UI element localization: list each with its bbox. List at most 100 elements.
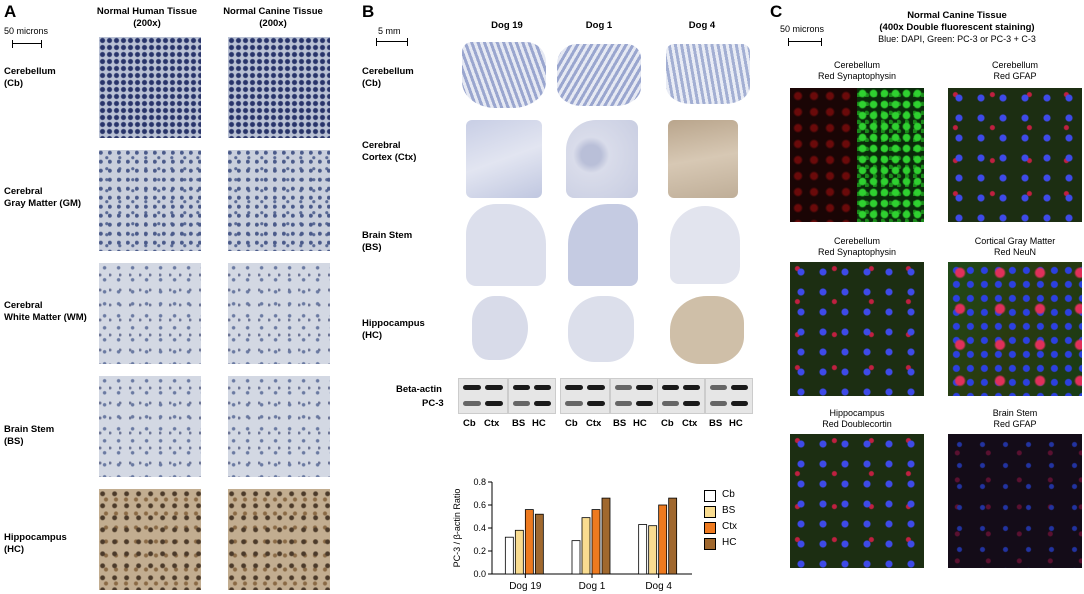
gross-dog1-cortex bbox=[566, 120, 638, 198]
row-label-gray-matter: Cerebral Gray Matter (GM) bbox=[4, 186, 82, 209]
legend-swatch-hc bbox=[704, 538, 716, 550]
ihc-human-white-matter bbox=[99, 263, 201, 364]
blot-label-pc3: PC-3 bbox=[422, 398, 444, 409]
fluor-title-1: Cerebellum Red Synaptophysin bbox=[817, 60, 897, 81]
blot-dog1-right bbox=[610, 378, 658, 414]
dog-header-19: Dog 19 bbox=[491, 20, 523, 31]
fluor-cerebellum-synaptophysin-merge bbox=[790, 262, 924, 396]
gross-dog4-cerebellum bbox=[666, 44, 750, 104]
panel-b-scale-bar bbox=[376, 38, 408, 46]
bar-dog-19-hc bbox=[534, 513, 544, 575]
panel-c-subtitle: (400x Double fluorescent staining) bbox=[879, 22, 1035, 33]
y-tick-label-4: 0.8 bbox=[473, 477, 486, 487]
fluor-cortical-gray-neun bbox=[948, 262, 1082, 396]
y-axis-label: PC-3 / β-actin Ratio bbox=[452, 489, 462, 568]
fluor-title-5: Hippocampus Red Doublecortin bbox=[822, 408, 892, 429]
blot-label-beta-actin: Beta-actin bbox=[396, 384, 442, 395]
ihc-canine-brain-stem bbox=[228, 376, 330, 477]
x-tick-label-2: Dog 4 bbox=[645, 581, 672, 592]
fluor-title-4: Cortical Gray Matter Red NeuN bbox=[974, 236, 1056, 257]
gross-row-label-cortex: Cerebral Cortex (Ctx) bbox=[362, 140, 417, 163]
x-tick-label-0: Dog 19 bbox=[509, 581, 542, 592]
gross-dog1-brain-stem bbox=[568, 204, 638, 286]
fluor-cerebellum-synaptophysin-split bbox=[790, 88, 924, 222]
y-tick-label-3: 0.6 bbox=[473, 500, 486, 510]
bar-dog-19-cb bbox=[504, 536, 514, 575]
fluor-title-2: Cerebellum Red GFAP bbox=[991, 60, 1039, 81]
row-label-cerebellum: Cerebellum (Cb) bbox=[4, 66, 56, 89]
col-header-human: Normal Human Tissue (200x) bbox=[96, 6, 198, 29]
ihc-human-hippocampus bbox=[99, 489, 201, 590]
ihc-canine-hippocampus bbox=[228, 489, 330, 590]
bar-dog-19-ctx bbox=[524, 509, 534, 575]
y-tick-label-2: 0.4 bbox=[473, 523, 486, 533]
row-label-white-matter: Cerebral White Matter (WM) bbox=[4, 300, 87, 323]
lane-label-dog1-cb: Cb bbox=[565, 418, 578, 429]
fluor-cerebellum-gfap bbox=[948, 88, 1082, 222]
gross-dog4-cortex bbox=[668, 120, 738, 198]
panel-b-letter: B bbox=[362, 2, 375, 21]
legend-label-bs: BS bbox=[722, 505, 736, 516]
gross-row-label-cerebellum: Cerebellum (Cb) bbox=[362, 66, 414, 89]
bar-dog-1-cb bbox=[571, 540, 581, 575]
bar-dog-4-bs bbox=[648, 525, 658, 575]
gross-row-label-hippocampus: Hippocampus (HC) bbox=[362, 318, 425, 341]
gross-dog1-cerebellum bbox=[557, 44, 641, 106]
y-tick-label-0: 0.0 bbox=[473, 569, 486, 579]
blot-dog4-right bbox=[705, 378, 753, 414]
gross-dog19-cerebellum bbox=[462, 42, 546, 108]
ihc-canine-gray-matter bbox=[228, 150, 330, 251]
fluor-title-3: Cerebellum Red Synaptophysin bbox=[817, 236, 897, 257]
legend-label-ctx: Ctx bbox=[722, 521, 737, 532]
y-tick-label-1: 0.2 bbox=[473, 546, 486, 556]
lane-label-dog4-ctx: Ctx bbox=[682, 418, 698, 429]
panel-c-letter: C bbox=[770, 2, 783, 21]
ihc-canine-cerebellum bbox=[228, 37, 330, 138]
lane-label-dog4-bs: BS bbox=[709, 418, 723, 429]
lane-label-dog19-ctx: Ctx bbox=[484, 418, 500, 429]
legend-swatch-cb bbox=[704, 490, 716, 502]
row-label-hippocampus: Hippocampus (HC) bbox=[4, 532, 67, 555]
gross-dog4-hippocampus bbox=[670, 296, 744, 364]
panel-c-scale-label: 50 microns bbox=[780, 24, 825, 34]
bar-dog-4-cb bbox=[638, 524, 648, 575]
panel-c-scale-bar bbox=[788, 38, 822, 46]
gross-dog19-brain-stem bbox=[466, 204, 546, 286]
legend-swatch-bs bbox=[704, 506, 716, 518]
x-tick-label-1: Dog 1 bbox=[579, 581, 606, 592]
blot-dog19-right bbox=[508, 378, 556, 414]
lane-label-dog4-hc: HC bbox=[729, 418, 743, 429]
blot-dog19-left bbox=[458, 378, 508, 414]
gross-dog19-hippocampus bbox=[472, 296, 528, 360]
legend-label-cb: Cb bbox=[722, 489, 735, 500]
fluor-title-6: Brain Stem Red GFAP bbox=[992, 408, 1038, 429]
bar-dog-4-ctx bbox=[658, 504, 668, 575]
fluor-hippocampus-doublecortin bbox=[790, 434, 924, 568]
lane-label-dog1-hc: HC bbox=[633, 418, 647, 429]
bar-dog-19-bs bbox=[514, 529, 524, 575]
lane-label-dog19-cb: Cb bbox=[463, 418, 476, 429]
gross-row-label-brain-stem: Brain Stem (BS) bbox=[362, 230, 413, 253]
panel-c-stain-legend: Blue: DAPI, Green: PC-3 or PC-3 + C-3 bbox=[878, 34, 1036, 44]
fluor-brain-stem-gfap bbox=[948, 434, 1082, 568]
bar-dog-4-hc bbox=[668, 497, 678, 575]
panel-b-scale-label: 5 mm bbox=[378, 26, 401, 36]
bar-dog-1-hc bbox=[601, 497, 611, 575]
lane-label-dog19-bs: BS bbox=[512, 418, 526, 429]
ihc-canine-white-matter bbox=[228, 263, 330, 364]
panel-a-scale-label: 50 microns bbox=[4, 26, 49, 36]
pc3-ratio-bar-chart: 0.0 0.2 0.4 0.6 0.8 PC-3 / β-actin Ratio Dog 1… bbox=[452, 477, 692, 592]
lane-label-dog1-bs: BS bbox=[613, 418, 627, 429]
dog-header-1: Dog 1 bbox=[585, 20, 613, 31]
panel-a-scale-bar bbox=[12, 40, 42, 48]
lane-label-dog4-cb: Cb bbox=[661, 418, 674, 429]
blot-dog4-left bbox=[657, 378, 705, 414]
gross-dog19-cortex bbox=[466, 120, 542, 198]
lane-label-dog1-ctx: Ctx bbox=[586, 418, 602, 429]
bar-dog-1-ctx bbox=[591, 509, 601, 575]
row-label-brain-stem: Brain Stem (BS) bbox=[4, 424, 55, 447]
ihc-human-cerebellum bbox=[99, 37, 201, 138]
col-header-canine: Normal Canine Tissue (200x) bbox=[223, 6, 323, 29]
gross-dog4-brain-stem bbox=[670, 206, 740, 284]
panel-c-title: Normal Canine Tissue bbox=[907, 10, 1007, 21]
